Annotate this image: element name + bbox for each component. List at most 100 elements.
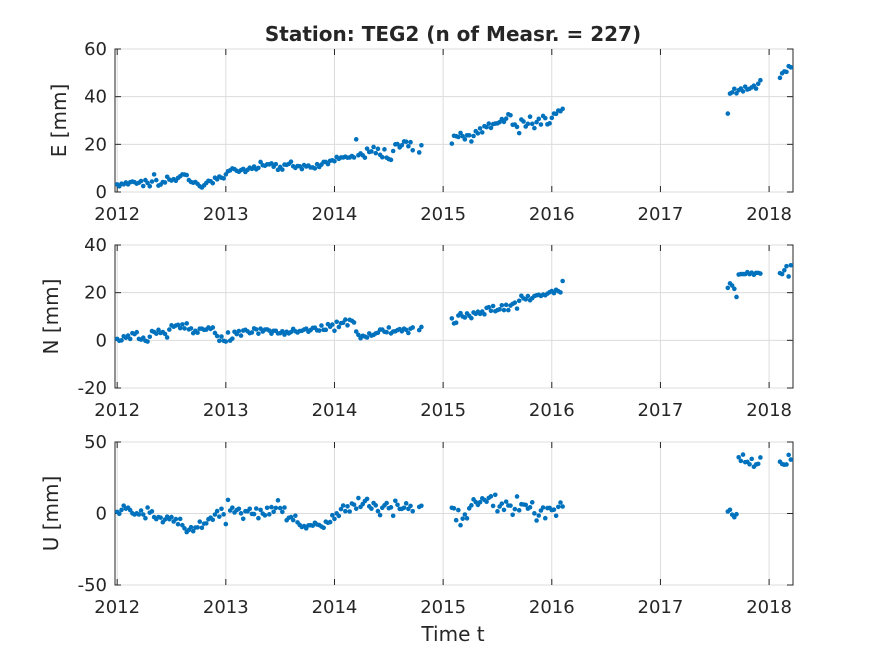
data-point-east: [538, 122, 544, 127]
xlabel: Time t: [420, 622, 484, 646]
data-point-up: [527, 505, 533, 510]
data-point-north: [336, 324, 342, 330]
data-point-north: [784, 263, 789, 269]
x-tick-label-north: 2018: [746, 400, 792, 421]
data-point-east: [514, 124, 520, 130]
data-point-up: [503, 499, 509, 504]
data-point-east: [362, 155, 368, 160]
data-point-up: [393, 498, 398, 504]
data-point-north: [330, 322, 335, 327]
data-point-up: [136, 512, 142, 517]
data-point-east: [784, 69, 789, 75]
panel-up: 2012 2013 2014 2015 2016 2017 2018 -50 0 50 U [mm…: [39, 432, 794, 618]
data-point-east: [549, 115, 555, 121]
plot-area-east: [114, 48, 794, 193]
data-point-up: [290, 517, 296, 523]
data-point-north: [256, 331, 261, 336]
data-point-up: [369, 506, 374, 511]
data-point-up: [403, 501, 409, 506]
data-point-up: [149, 509, 155, 514]
data-point-north: [782, 267, 787, 273]
data-point-north: [164, 335, 170, 340]
data-point-up: [195, 525, 200, 530]
y-tick-label-up: 50: [84, 432, 107, 453]
data-point-north: [410, 325, 416, 330]
data-point-north: [453, 320, 459, 325]
data-point-east: [147, 183, 153, 189]
data-point-east: [525, 121, 531, 127]
data-point-up: [419, 503, 424, 509]
x-tick-label-up: 2018: [746, 597, 792, 618]
data-point-up: [460, 516, 465, 521]
x-tick-label-east: 2014: [312, 204, 358, 225]
data-point-north: [482, 312, 487, 317]
data-point-north: [249, 330, 255, 335]
data-point-east: [777, 75, 783, 81]
data-point-north: [356, 332, 361, 338]
data-point-up: [321, 525, 326, 531]
data-point-up: [119, 507, 124, 513]
grid-up: [115, 441, 793, 586]
data-point-up: [364, 496, 370, 502]
data-point-east: [280, 167, 285, 172]
data-point-up: [158, 515, 163, 520]
data-point-up: [266, 512, 272, 517]
points-north: [114, 262, 794, 344]
data-point-up: [453, 517, 459, 523]
data-point-north: [153, 331, 159, 336]
x-tick-label-north: 2013: [203, 400, 249, 421]
data-point-north: [729, 283, 735, 288]
data-point-up: [336, 513, 342, 519]
data-point-east: [534, 119, 539, 125]
data-point-east: [501, 119, 507, 125]
data-point-north: [323, 327, 329, 333]
data-point-east: [151, 172, 157, 177]
data-point-up: [410, 508, 416, 514]
data-point-up: [508, 503, 513, 508]
data-point-north: [734, 294, 739, 300]
data-point-east: [753, 86, 759, 91]
data-point-east: [503, 116, 509, 121]
data-point-east: [725, 111, 731, 116]
data-point-north: [469, 315, 474, 321]
data-point-up: [214, 508, 220, 514]
data-point-up: [738, 458, 744, 464]
data-point-north: [501, 307, 507, 313]
data-point-up: [529, 500, 535, 505]
data-point-up: [275, 498, 281, 503]
y-tick-label-east: 60: [84, 39, 107, 60]
data-point-north: [345, 323, 350, 328]
data-point-up: [251, 511, 257, 517]
data-point-up: [253, 506, 259, 511]
data-point-north: [506, 307, 511, 313]
data-point-east: [484, 124, 489, 130]
data-point-north: [462, 315, 468, 320]
data-point-north: [125, 333, 131, 338]
data-point-up: [247, 506, 253, 512]
data-point-north: [488, 308, 494, 314]
data-point-east: [269, 161, 274, 166]
data-point-north: [210, 325, 216, 330]
data-point-north: [514, 306, 520, 311]
data-point-up: [488, 494, 494, 499]
data-point-north: [127, 336, 133, 342]
data-point-east: [379, 154, 385, 160]
data-point-up: [127, 507, 133, 513]
data-point-north: [119, 338, 124, 343]
data-point-east: [516, 130, 522, 136]
data-point-up: [262, 513, 268, 518]
data-point-up: [492, 492, 498, 498]
data-point-north: [732, 286, 737, 292]
data-point-east: [479, 130, 485, 135]
data-point-north: [225, 330, 231, 335]
y-tick-label-north: 0: [96, 330, 107, 351]
data-point-up: [212, 512, 218, 517]
data-point-east: [210, 180, 216, 186]
data-point-north: [490, 303, 496, 309]
grid-east: [115, 48, 793, 193]
data-point-north: [353, 329, 359, 334]
data-point-north: [758, 271, 763, 276]
data-point-east: [729, 90, 735, 95]
data-point-north: [175, 322, 181, 328]
data-point-up: [558, 500, 563, 505]
